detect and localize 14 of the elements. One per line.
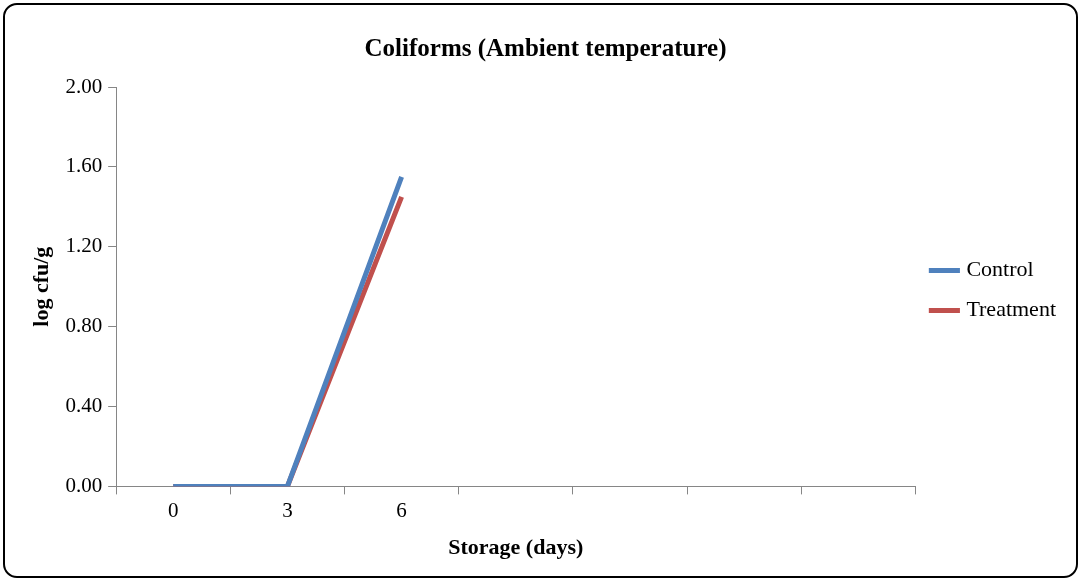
y-tick-label: 1.60 [65, 153, 103, 178]
y-tick-label: 0.00 [65, 472, 103, 497]
chart-title: Coliforms (Ambient temperature) [364, 34, 727, 63]
x-tick-label: 0 [167, 497, 179, 522]
y-tick-label: 0.80 [65, 313, 103, 338]
x-tick-label: 6 [396, 497, 407, 522]
y-tick-label: 0.40 [65, 393, 103, 418]
x-tick-label: 3 [282, 497, 293, 522]
legend-label: Treatment [966, 296, 1056, 322]
y-tick-label: 2.00 [65, 73, 103, 98]
y-axis-title: log cfu/g [27, 246, 53, 327]
y-tick-label: 1.20 [65, 233, 103, 258]
legend-label: Control [966, 256, 1034, 282]
x-axis-title: Storage (days) [448, 534, 584, 560]
